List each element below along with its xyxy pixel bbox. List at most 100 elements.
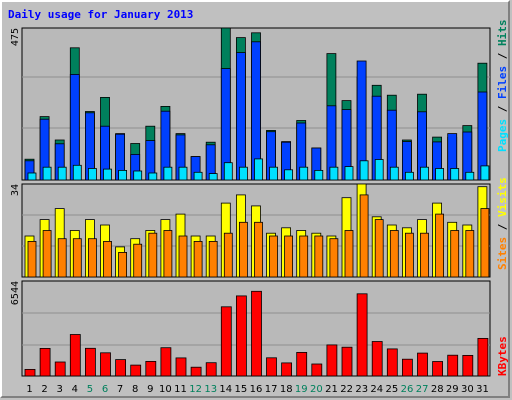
sites-bar (208, 240, 218, 278)
visits-ymax-label: 34 (10, 184, 21, 196)
kbytes-bar (54, 361, 66, 377)
x-tick-label: 20 (310, 384, 323, 395)
sites-bar (284, 235, 294, 278)
files-bar (69, 74, 80, 181)
side-label-part: Sites (496, 237, 509, 270)
x-tick-label: 13 (204, 384, 217, 395)
x-tick-label: 7 (117, 384, 123, 395)
pages-bar (178, 166, 188, 181)
kbytes-bar (251, 290, 262, 377)
sites-bar (238, 221, 248, 278)
kbytes-bar (447, 354, 459, 377)
sites-bar (299, 235, 309, 278)
kbytes-bar (190, 366, 202, 377)
pages-bar (148, 172, 158, 181)
kbytes-bar (266, 357, 277, 377)
side-label-part: Pages (496, 119, 509, 152)
kbytes-bar (100, 352, 111, 377)
pages-bar (374, 159, 384, 181)
x-tick-label: 11 (174, 384, 187, 395)
x-tick-label: 15 (235, 384, 248, 395)
sites-bar (450, 230, 460, 278)
x-tick-label: 1 (26, 384, 32, 395)
pages-bar (404, 171, 414, 181)
sites-bar (420, 232, 429, 278)
side-label-part: Files (496, 66, 509, 106)
x-tick-label: 24 (370, 384, 383, 395)
kbytes-ymax-label: 6544 (10, 281, 21, 305)
sites-bar (88, 238, 97, 278)
pages-bar (299, 166, 309, 181)
x-tick-label: 12 (189, 384, 202, 395)
kbytes-bar (417, 352, 428, 377)
pages-bar (254, 158, 263, 181)
kbytes-bar (175, 357, 187, 377)
sites-bar (148, 232, 158, 278)
side-label-part: / (496, 52, 509, 66)
x-tick-label: 25 (386, 384, 399, 395)
kbytes-bar (235, 295, 247, 377)
kbytes-bar (115, 359, 126, 377)
x-tick-label: 23 (355, 384, 368, 395)
sites-bar (27, 240, 37, 278)
kbytes-bar (341, 346, 353, 377)
kbytes-bar (69, 334, 81, 377)
kbytes-bar (296, 351, 308, 377)
kbytes-bar (220, 306, 232, 377)
pages-bar (133, 170, 143, 181)
kbytes-bar (462, 354, 474, 377)
sites-bar (344, 230, 354, 278)
sites-bar (163, 230, 173, 278)
pages-bar (420, 166, 429, 181)
pages-bar (269, 166, 278, 181)
pages-bar (329, 166, 339, 181)
sites-bar (42, 230, 52, 278)
x-tick-label: 19 (295, 384, 308, 395)
hits-ymax-label: 475 (10, 28, 21, 46)
sites-bar (57, 238, 67, 278)
x-tick-label: 9 (147, 384, 153, 395)
sites-bar (314, 235, 324, 278)
sites-bar (435, 213, 445, 278)
sites-bar (359, 194, 369, 278)
kbytes-bar (356, 293, 368, 377)
x-tick-label: 4 (72, 384, 78, 395)
pages-bar (389, 166, 399, 181)
sites-bar (465, 230, 475, 278)
kbytes-bar (130, 364, 142, 377)
sites-bar (223, 232, 233, 278)
kbytes-bar (39, 347, 51, 377)
x-tick-label: 18 (280, 384, 293, 395)
pages-bar (480, 165, 490, 181)
pages-bar (208, 173, 218, 181)
x-tick-label: 14 (219, 384, 232, 395)
x-tick-label: 26 (401, 384, 414, 395)
x-tick-label: 22 (340, 384, 353, 395)
x-tick-label: 6 (102, 384, 108, 395)
side-label-part: / (496, 105, 509, 119)
kbytes-bar (477, 337, 489, 377)
pages-bar (193, 171, 203, 181)
pages-bar (314, 169, 324, 181)
sites-bar (269, 235, 278, 278)
x-tick-label: 27 (416, 384, 429, 395)
sites-bar (72, 238, 82, 278)
pages-bar (435, 168, 445, 181)
pages-bar (450, 168, 460, 181)
sites-bar (389, 230, 399, 278)
side-label-kbytes: KBytes (496, 336, 509, 376)
sites-bar (103, 240, 112, 278)
sites-bar (329, 238, 339, 278)
sites-bar (254, 221, 263, 278)
x-tick-label: 10 (159, 384, 172, 395)
pages-bar (57, 166, 67, 181)
x-tick-label: 17 (265, 384, 278, 395)
kbytes-bar (24, 368, 36, 377)
sites-bar (193, 240, 203, 278)
pages-bar (465, 171, 475, 181)
chart-title: Daily usage for January 2013 (8, 8, 193, 21)
side-label-part: Hits (496, 20, 509, 53)
pages-bar (88, 168, 97, 181)
kbytes-bar (85, 347, 96, 377)
kbytes-bar (145, 360, 157, 377)
